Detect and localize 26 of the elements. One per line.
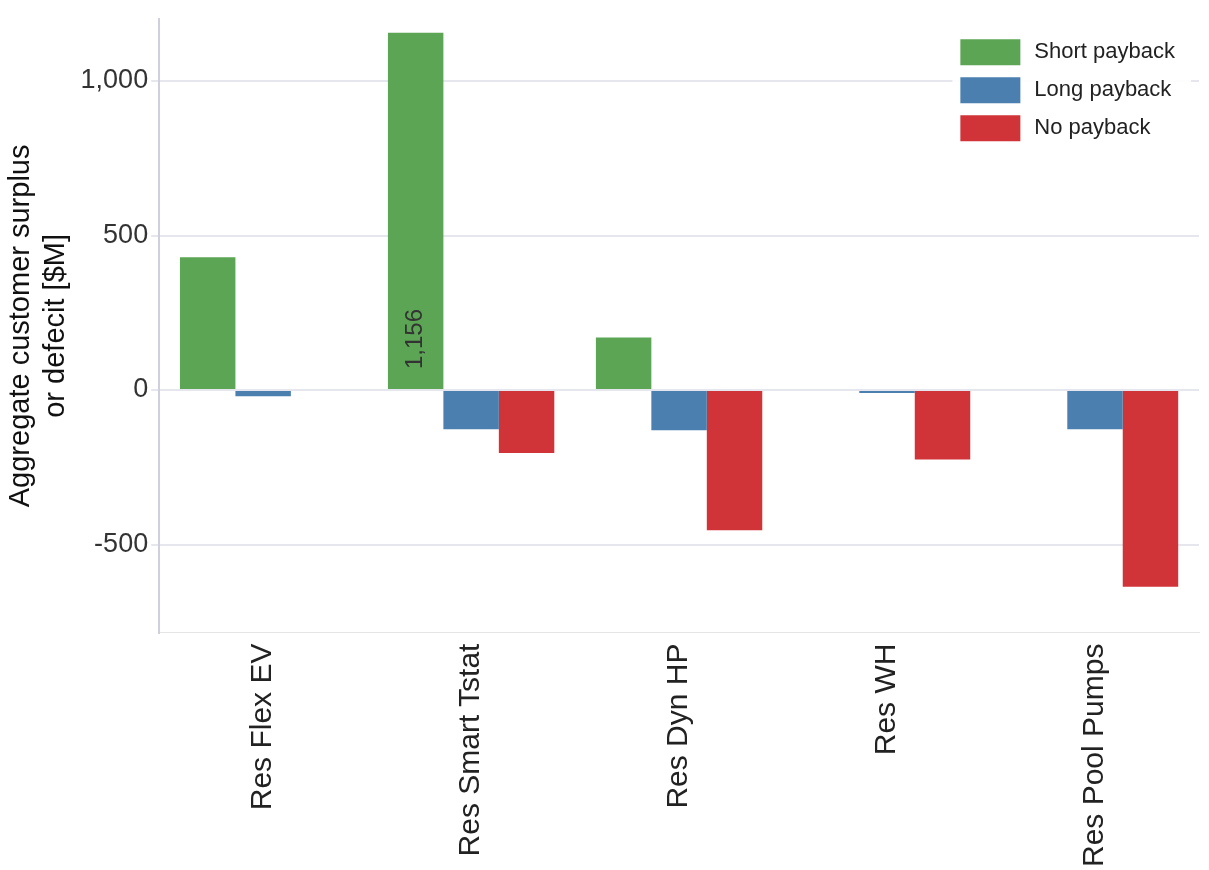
- bar: [443, 391, 499, 430]
- bar: [179, 257, 236, 389]
- x-tick-label: Res Pool Pumps: [1076, 643, 1110, 867]
- data-label: 1,156: [400, 308, 428, 369]
- bar: [498, 391, 555, 454]
- bar: [914, 391, 971, 460]
- y-tick-label: 0: [133, 373, 149, 404]
- y-axis-title: Aggregate customer surplus or defecit [$M]: [3, 144, 71, 508]
- bar: [651, 391, 707, 431]
- bar: [235, 391, 291, 397]
- legend-label: No payback: [1034, 114, 1152, 140]
- bar: [387, 32, 444, 389]
- x-tick-label: Res Smart Tstat: [452, 642, 486, 857]
- y-tick-label: 1,000: [80, 64, 149, 95]
- y-tick-label: 500: [103, 218, 149, 249]
- bar: [706, 391, 763, 531]
- bar: [859, 391, 915, 394]
- x-tick-label: Res Flex EV: [244, 643, 278, 811]
- y-tick-label: -500: [94, 527, 149, 558]
- bar: [1122, 391, 1179, 587]
- legend-label: Long payback: [1034, 76, 1173, 102]
- bar: [595, 337, 652, 389]
- x-tick-label: Res WH: [868, 643, 902, 756]
- x-tick-label: Res Dyn HP: [660, 643, 694, 809]
- bar: [1067, 391, 1123, 430]
- legend-label: Short payback: [1034, 38, 1176, 64]
